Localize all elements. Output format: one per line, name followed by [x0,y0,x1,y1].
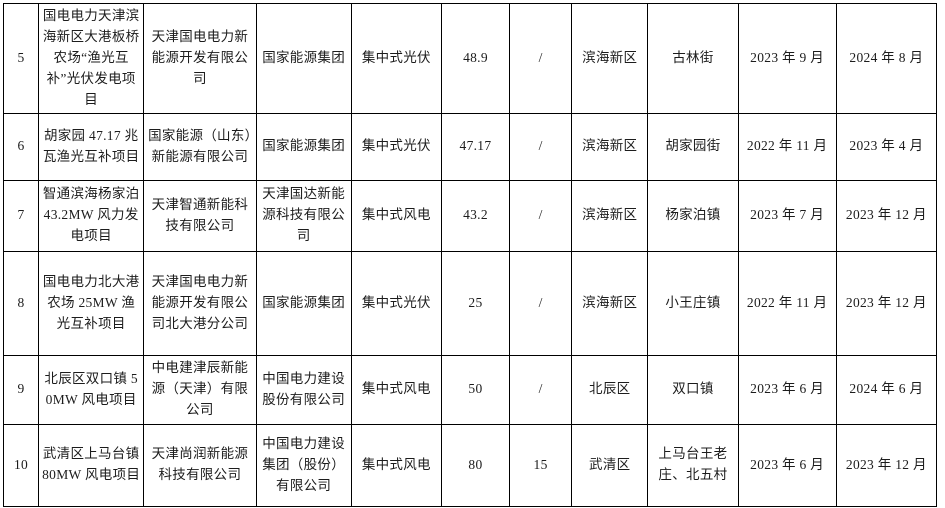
cell-site: 双口镇 [647,354,739,425]
cell-district: 滨海新区 [571,179,649,252]
cell-capacity: 50 [440,354,511,425]
cell-capacity: 47.17 [440,112,511,181]
cell-project-owner: 天津智通新能科技有限公司 [143,179,257,252]
cell-district: 武清区 [571,423,649,507]
cell-district: 滨海新区 [571,250,649,356]
cell-site: 古林街 [647,3,739,114]
cell-storage: / [509,179,573,252]
cell-start-date: 2023 年 6 月 [737,354,837,425]
cell-serial-number: 5 [2,3,40,114]
cell-project-owner: 国家能源（山东）新能源有限公司 [143,112,257,181]
cell-project-type: 集中式光伏 [350,250,442,356]
cell-end-date: 2023 年 12 月 [835,250,938,356]
table-row: 9 北辰区双口镇 50MW 风电项目 中电建津辰新能源（天津）有限公司 中国电力… [2,354,938,425]
table-row: 8 国电电力北大港农场 25MW 渔光互补项目 天津国电电力新能源开发有限公司北… [2,250,938,356]
table-row: 6 胡家园 47.17 兆瓦渔光互补项目 国家能源（山东）新能源有限公司 国家能… [2,112,938,181]
cell-serial-number: 10 [2,423,40,507]
cell-parent-group: 中国电力建设集团（股份）有限公司 [255,423,352,507]
cell-site: 上马台王老庄、北五村 [647,423,739,507]
cell-start-date: 2023 年 7 月 [737,179,837,252]
cell-project-owner: 天津国电电力新能源开发有限公司北大港分公司 [143,250,257,356]
cell-parent-group: 国家能源集团 [255,250,352,356]
cell-start-date: 2023 年 6 月 [737,423,837,507]
table-body: 5 国电电力天津滨海新区大港板桥农场“渔光互补”光伏发电项目 天津国电电力新能源… [2,3,938,507]
cell-storage: / [509,112,573,181]
cell-start-date: 2022 年 11 月 [737,112,837,181]
cell-end-date: 2023 年 12 月 [835,423,938,507]
cell-end-date: 2023 年 4 月 [835,112,938,181]
project-table: 5 国电电力天津滨海新区大港板桥农场“渔光互补”光伏发电项目 天津国电电力新能源… [2,3,938,507]
table-row: 10 武清区上马台镇 80MW 风电项目 天津尚润新能源科技有限公司 中国电力建… [2,423,938,507]
cell-serial-number: 9 [2,354,40,425]
cell-capacity: 25 [440,250,511,356]
cell-parent-group: 天津国达新能源科技有限公司 [255,179,352,252]
cell-project-name: 国电电力北大港农场 25MW 渔光互补项目 [38,250,145,356]
cell-storage: / [509,250,573,356]
cell-district: 滨海新区 [571,3,649,114]
cell-project-name: 武清区上马台镇 80MW 风电项目 [38,423,145,507]
cell-site: 胡家园街 [647,112,739,181]
cell-capacity: 43.2 [440,179,511,252]
cell-district: 北辰区 [571,354,649,425]
cell-end-date: 2024 年 6 月 [835,354,938,425]
cell-storage: / [509,3,573,114]
cell-storage: 15 [509,423,573,507]
cell-district: 滨海新区 [571,112,649,181]
cell-project-type: 集中式风电 [350,423,442,507]
cell-site: 杨家泊镇 [647,179,739,252]
cell-project-owner: 天津国电电力新能源开发有限公司 [143,3,257,114]
cell-site: 小王庄镇 [647,250,739,356]
table-row: 7 智通滨海杨家泊 43.2MW 风力发电项目 天津智通新能科技有限公司 天津国… [2,179,938,252]
table-row: 5 国电电力天津滨海新区大港板桥农场“渔光互补”光伏发电项目 天津国电电力新能源… [2,3,938,114]
cell-start-date: 2023 年 9 月 [737,3,837,114]
cell-end-date: 2023 年 12 月 [835,179,938,252]
cell-project-type: 集中式光伏 [350,3,442,114]
cell-end-date: 2024 年 8 月 [835,3,938,114]
cell-capacity: 48.9 [440,3,511,114]
cell-start-date: 2022 年 11 月 [737,250,837,356]
cell-project-name: 胡家园 47.17 兆瓦渔光互补项目 [38,112,145,181]
cell-parent-group: 国家能源集团 [255,3,352,114]
cell-project-type: 集中式风电 [350,179,442,252]
cell-capacity: 80 [440,423,511,507]
cell-storage: / [509,354,573,425]
cell-project-type: 集中式光伏 [350,112,442,181]
cell-project-owner: 天津尚润新能源科技有限公司 [143,423,257,507]
cell-serial-number: 8 [2,250,40,356]
cell-project-owner: 中电建津辰新能源（天津）有限公司 [143,354,257,425]
cell-parent-group: 中国电力建设股份有限公司 [255,354,352,425]
cell-parent-group: 国家能源集团 [255,112,352,181]
cell-serial-number: 6 [2,112,40,181]
cell-project-name: 国电电力天津滨海新区大港板桥农场“渔光互补”光伏发电项目 [38,3,145,114]
cell-project-type: 集中式风电 [350,354,442,425]
cell-project-name: 北辰区双口镇 50MW 风电项目 [38,354,145,425]
cell-serial-number: 7 [2,179,40,252]
cell-project-name: 智通滨海杨家泊 43.2MW 风力发电项目 [38,179,145,252]
